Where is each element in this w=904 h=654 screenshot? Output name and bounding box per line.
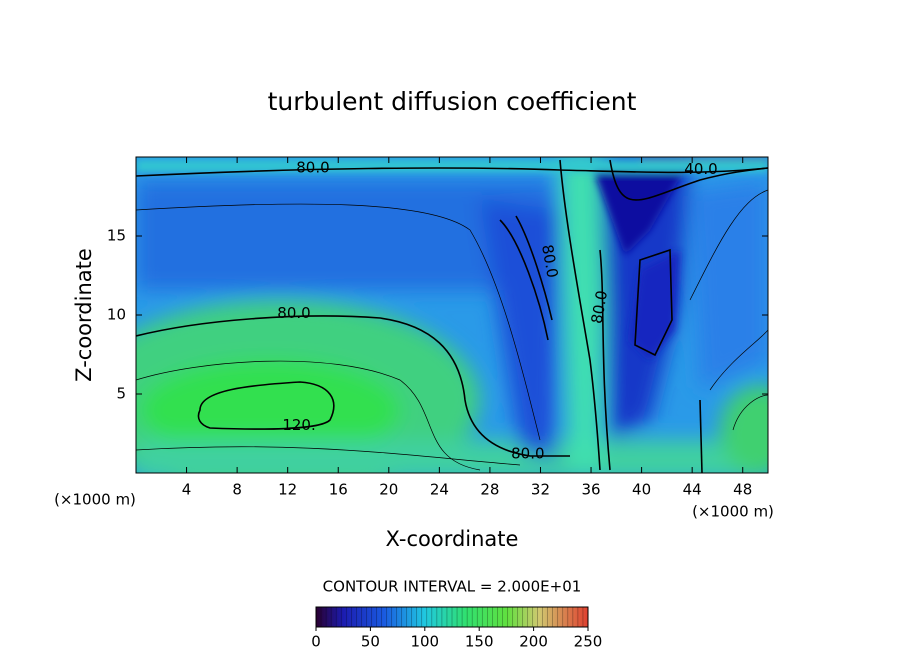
chart-title: turbulent diffusion coefficient	[268, 87, 637, 116]
contour-field	[136, 157, 768, 473]
x-tick-label: 36	[581, 481, 600, 499]
contour-label: 120.	[282, 416, 315, 434]
y-unit-label: (×1000 m)	[692, 503, 774, 521]
y-axis-label: Z-coordinate	[72, 248, 96, 382]
y-tick-label: 15	[107, 227, 126, 245]
x-tick-label: 20	[379, 481, 398, 499]
x-tick-label: 32	[531, 481, 550, 499]
x-tick-label: 48	[733, 481, 752, 499]
colorbar-tick-label: 0	[311, 633, 321, 651]
y-tick-label: 10	[107, 306, 126, 324]
contour-label: 80.0	[277, 304, 310, 322]
x-tick-label: 28	[480, 481, 499, 499]
x-tick-label: 8	[232, 481, 242, 499]
colorbar-tick-label: 100	[410, 633, 439, 651]
colorbar-tick-label: 250	[574, 633, 603, 651]
x-tick-label: 4	[182, 481, 192, 499]
colorbar-tick-label: 200	[519, 633, 548, 651]
x-tick-label: 16	[329, 481, 348, 499]
x-unit-label: (×1000 m)	[54, 491, 136, 509]
colorbar-tick-label: 50	[361, 633, 380, 651]
contour-label: 80.0	[511, 445, 544, 463]
contour-label: 80.0	[296, 159, 329, 177]
contour-label: 80.0	[538, 243, 562, 279]
x-tick-label: 44	[683, 481, 702, 499]
contour-label: 40.0	[684, 160, 717, 178]
x-tick-label: 24	[430, 481, 449, 499]
colorbar-tick-label: 150	[465, 633, 494, 651]
contour-label: 80.0	[588, 289, 612, 325]
x-tick-label: 12	[278, 481, 297, 499]
x-tick-label: 40	[632, 481, 651, 499]
contour-interval: CONTOUR INTERVAL = 2.000E+01	[323, 578, 582, 596]
x-axis-label: X-coordinate	[386, 527, 519, 551]
y-tick-label: 5	[116, 385, 126, 403]
